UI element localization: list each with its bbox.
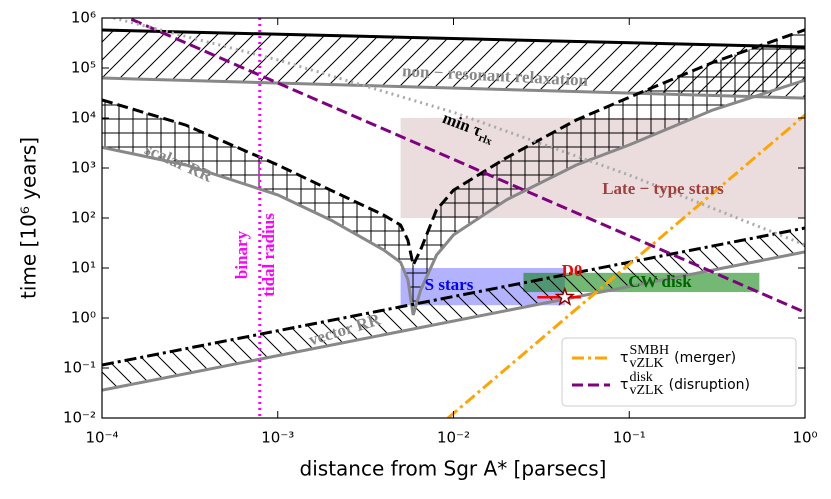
y-tick-label: 10⁻² [63, 409, 96, 427]
y-tick-label: 10⁴ [71, 109, 96, 127]
y-tick-label: 10⁶ [71, 9, 96, 27]
y-tick-label: 10⁵ [71, 59, 96, 77]
y-tick-label: 10² [71, 209, 96, 227]
y-tick-label: 10³ [71, 159, 96, 177]
x-axis-label: distance from Sgr A* [parsecs] [300, 457, 607, 481]
legend-label: (merger) [674, 350, 736, 366]
band-upper-edge [102, 226, 805, 367]
annotation: CW disk [628, 272, 692, 291]
hatched-band [102, 29, 805, 316]
annotation-text: Late − type stars [602, 179, 724, 198]
annotation: Late − type stars [602, 179, 724, 198]
y-tick-label: 10⁻¹ [63, 359, 96, 377]
band-lower-edge [102, 76, 805, 100]
band-upper-edge [102, 28, 805, 270]
x-tick-label: 10⁻³ [261, 429, 294, 447]
legend-label: (disruption) [669, 377, 750, 393]
legend-symbol: τ [620, 350, 628, 366]
legend-superscript: SMBH [629, 343, 669, 358]
band-lower-edge [102, 250, 805, 392]
y-axis-label: time [10⁶ years] [17, 137, 41, 299]
legend-subscript: vZLK [629, 383, 663, 398]
band-lower-edge [102, 78, 805, 316]
y-tick-label: 10⁰ [71, 309, 96, 327]
annotation-text: S stars [425, 275, 474, 294]
annotation-text: tidal radius [259, 213, 278, 297]
x-tick-label: 10⁻⁴ [85, 429, 118, 447]
star-marker [554, 286, 575, 306]
annotation: S stars [425, 275, 474, 294]
x-tick-label: 10⁻¹ [613, 429, 646, 447]
annotation-text: CW disk [628, 272, 692, 291]
series-line [447, 113, 805, 418]
annotation: tidal radius [259, 213, 278, 297]
annotation-text: D0 [562, 261, 583, 280]
legend-subscript: vZLK [629, 356, 663, 371]
x-tick-label: 10⁻² [437, 429, 470, 447]
plot-area [102, 18, 805, 418]
legend-box [561, 337, 797, 407]
x-tick-label: 10⁰ [792, 429, 817, 447]
annotation: binary [232, 230, 251, 279]
series-line [107, 18, 805, 247]
annotation: D0 [562, 261, 583, 280]
annotation-subscript: rlx [477, 131, 494, 147]
y-tick-label: 10¹ [71, 259, 96, 277]
legend-superscript: disk [629, 370, 652, 385]
legend-symbol: τ [620, 377, 628, 393]
hatched-band [102, 228, 805, 391]
band-upper-edge [102, 28, 805, 49]
annotation-text: binary [232, 230, 251, 279]
hatched-band [102, 30, 805, 99]
